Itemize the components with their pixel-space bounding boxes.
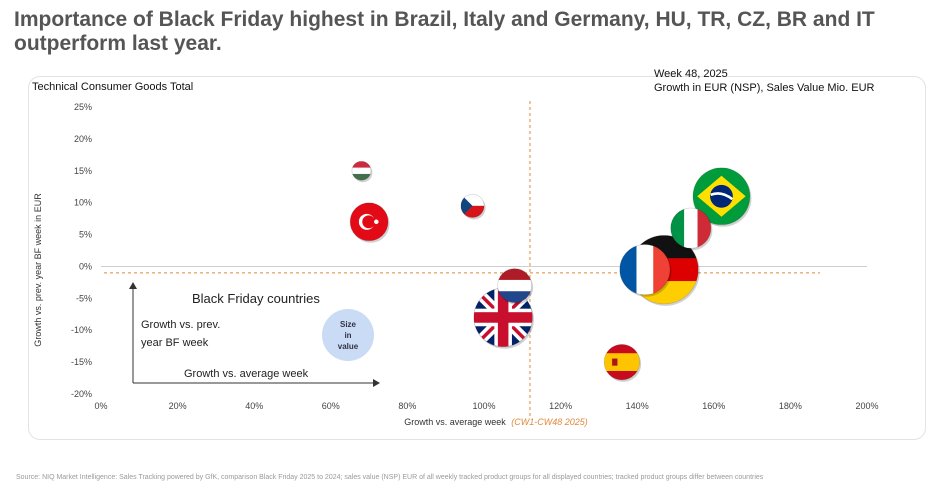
y-tick-label: 5% (79, 230, 92, 240)
bubble-es (603, 343, 642, 382)
y-tick-label: 0% (79, 261, 92, 271)
week-label: Week 48, 2025 (654, 68, 728, 80)
chart-subtitle-right: Week 48, 2025 Growth in EUR (NSP), Sales… (654, 67, 874, 95)
y-tick-label: -15% (71, 357, 92, 367)
bubble-br (692, 167, 752, 227)
page-title: Importance of Black Friday highest in Br… (14, 8, 875, 55)
y-tick-label: 10% (74, 198, 92, 208)
chart-subtitle-left: Technical Consumer Goods Total (32, 81, 194, 93)
bubble-outline (692, 167, 751, 226)
bubble-outline (619, 244, 671, 296)
bubble-outline (460, 193, 485, 218)
y-tick-label: 25% (74, 102, 92, 112)
bubbles (349, 160, 752, 382)
size-legend-line1: Size (340, 320, 357, 329)
x-tick-label: 0% (94, 401, 107, 411)
flag-tr-icon (350, 202, 389, 241)
size-legend-line3: value (338, 342, 359, 351)
x-tick-label: 180% (779, 401, 802, 411)
source-note: Source: NIQ Market Intelligence: Sales T… (16, 474, 764, 481)
x-tick-label: 60% (322, 401, 340, 411)
x-axis-label-main: Growth vs. average week (404, 417, 506, 427)
flag-fr-icon (619, 244, 670, 295)
bubble-hu (351, 160, 373, 183)
y-tick-label: -10% (71, 325, 92, 335)
x-tick-label: 120% (549, 401, 572, 411)
y-axis-label: Growth vs. prev. year BF week in EUR (33, 193, 43, 347)
size-legend: Black Friday countries Growth vs. prev. … (129, 282, 380, 387)
bubble-tr (349, 202, 390, 243)
legend-y-line1: Growth vs. prev. (141, 319, 220, 331)
size-legend-bubble (322, 309, 374, 361)
legend-x-label: Growth vs. average week (184, 368, 309, 380)
axis-labels: Growth vs. prev. year BF week in EUR Gro… (33, 193, 588, 427)
chart-panel (28, 76, 926, 440)
legend-y-line2: year BF week (141, 337, 209, 349)
x-tick-label: 100% (472, 401, 495, 411)
bubble-nl (497, 268, 534, 305)
y-tick-label: -5% (76, 293, 92, 303)
x-tick-label: 80% (398, 401, 416, 411)
x-axis-label-suffix: (CW1-CW48 2025) (511, 417, 588, 427)
y-tick-label: 15% (74, 166, 92, 176)
x-axis-label: Growth vs. average week (CW1-CW48 2025) (404, 417, 588, 427)
x-tick-label: 40% (245, 401, 263, 411)
bubble-outline (497, 268, 533, 303)
y-tick-label: 20% (74, 134, 92, 144)
y-tick-label: -20% (71, 389, 92, 399)
reference-lines (104, 101, 820, 416)
x-tick-label: 160% (702, 401, 725, 411)
bubble-outline (349, 202, 389, 242)
bubble-outline (603, 343, 641, 381)
bubble-fr (619, 244, 672, 297)
flag-cz-icon (460, 194, 485, 218)
legend-heading: Black Friday countries (192, 291, 320, 306)
x-tick-label: 200% (855, 401, 878, 411)
flag-nl-icon (497, 268, 532, 303)
bubble-outline (351, 160, 372, 181)
flag-hu-icon (351, 161, 371, 181)
unit-label: Growth in EUR (NSP), Sales Value Mio. EU… (654, 82, 875, 94)
size-legend-line2: in (344, 331, 351, 340)
x-tick-label: 20% (169, 401, 187, 411)
bubble-cz (460, 193, 486, 220)
flag-it-icon (670, 208, 711, 249)
flag-es-icon (604, 344, 640, 380)
legend-x-arrowhead (373, 379, 380, 387)
legend-y-arrowhead (129, 282, 137, 289)
x-tick-label: 140% (626, 401, 649, 411)
bubble-outline (670, 207, 712, 249)
axis-layer: 25%20%15%10%5%0%-5%-10%-15%-20%0% 20% 40% 6… (71, 102, 879, 411)
bubble-it (670, 207, 713, 251)
